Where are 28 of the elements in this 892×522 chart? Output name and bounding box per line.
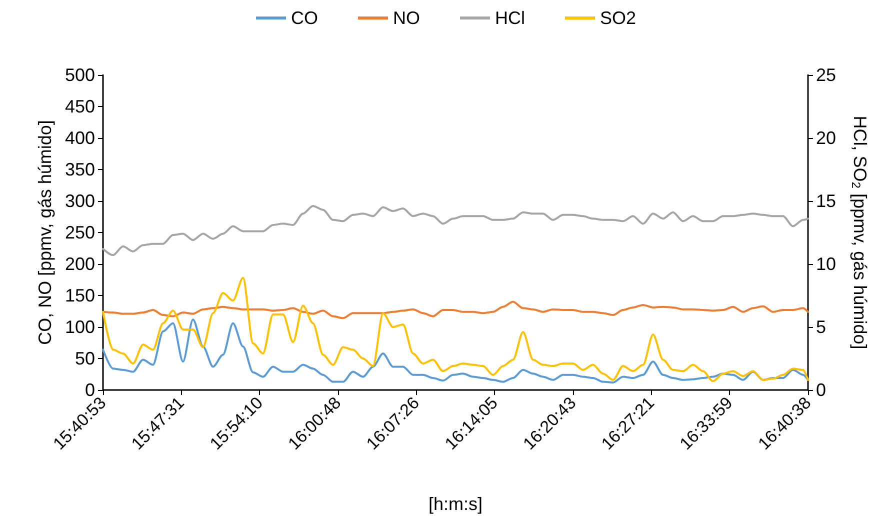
line-series [102, 318, 809, 384]
y2-axis-title: HCl, SO2 [ppmv, gás húmido] [849, 116, 870, 350]
y-axis-title: CO, NO [ppmv, gás húmido] [35, 120, 56, 345]
legend-label: SO2 [600, 8, 636, 28]
y2-tick-label: 10 [816, 254, 836, 274]
y2-tick-label: 15 [816, 191, 836, 211]
y-tick-label: 150 [64, 286, 95, 306]
x-axis-title: [h:m:s] [428, 494, 483, 514]
y-tick-label: 400 [64, 128, 95, 148]
line-series [102, 276, 809, 382]
y-tick-label: 450 [64, 96, 95, 116]
y-tick-label: 250 [64, 222, 95, 242]
legend-label: NO [392, 8, 420, 28]
line-series [102, 205, 809, 256]
y2-tick-label: 20 [816, 128, 836, 148]
y2-tick-label: 25 [816, 65, 836, 85]
legend-label: CO [290, 8, 318, 28]
y-tick-label: 500 [64, 65, 95, 85]
y-tick-label: 200 [64, 254, 95, 274]
legend-label: HCl [494, 8, 525, 28]
y2-tick-label: 5 [816, 317, 826, 337]
y-tick-label: 0 [84, 380, 95, 400]
y-tick-label: 350 [64, 160, 95, 180]
y-tick-label: 300 [64, 191, 95, 211]
line-series [102, 300, 809, 320]
y2-tick-label: 0 [816, 380, 826, 400]
y-tick-label: 100 [64, 317, 95, 337]
y-tick-label: 50 [74, 348, 95, 368]
